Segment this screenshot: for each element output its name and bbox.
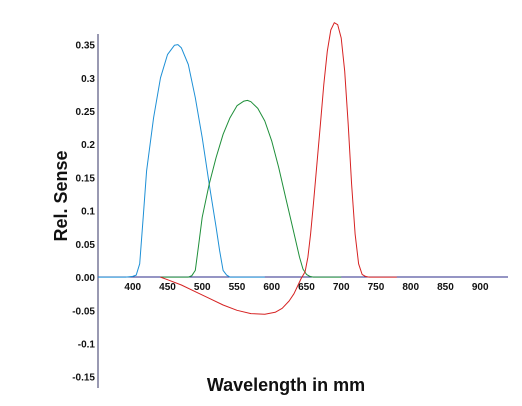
y-axis-title: Rel. Sense xyxy=(51,150,71,241)
y-tick-label: 0.25 xyxy=(76,107,96,118)
series-line-2 xyxy=(160,99,342,278)
y-tick-labels: 0.35 0.3 0.25 0.2 0.15 0.1 0.05 0.00 -0.05 -0.1 -0… xyxy=(72,41,95,384)
y-tick-label: 0.15 xyxy=(76,173,96,184)
x-tick-label: 650 xyxy=(298,282,315,293)
plot-area xyxy=(97,22,508,388)
x-tick-label: 700 xyxy=(333,282,350,293)
x-tick-label: 900 xyxy=(472,282,489,293)
series-line-3 xyxy=(160,22,397,315)
y-tick-label: -0.15 xyxy=(72,373,95,384)
x-tick-label: 800 xyxy=(402,282,419,293)
x-tick-labels: 400 450 500 550 600 650 700 750 800 850 900 xyxy=(124,282,489,293)
x-tick-label: 550 xyxy=(229,282,246,293)
y-tick-label: -0.05 xyxy=(72,306,95,317)
series-line-1 xyxy=(98,44,265,278)
y-tick-label: 0.3 xyxy=(81,74,95,85)
x-tick-label: 850 xyxy=(437,282,454,293)
x-tick-label: 750 xyxy=(368,282,385,293)
x-tick-label: 450 xyxy=(159,282,176,293)
y-tick-label: 0.35 xyxy=(76,41,96,52)
y-tick-label: 0.1 xyxy=(81,207,95,218)
x-tick-label: 600 xyxy=(263,282,280,293)
x-axis-title: Wavelength in mm xyxy=(207,375,365,395)
y-tick-label: 0.05 xyxy=(76,240,96,251)
x-tick-label: 400 xyxy=(124,282,141,293)
y-tick-label: 0.00 xyxy=(76,273,96,284)
y-tick-label: -0.1 xyxy=(78,339,96,350)
y-tick-label: 0.2 xyxy=(81,140,95,151)
x-tick-label: 500 xyxy=(194,282,211,293)
